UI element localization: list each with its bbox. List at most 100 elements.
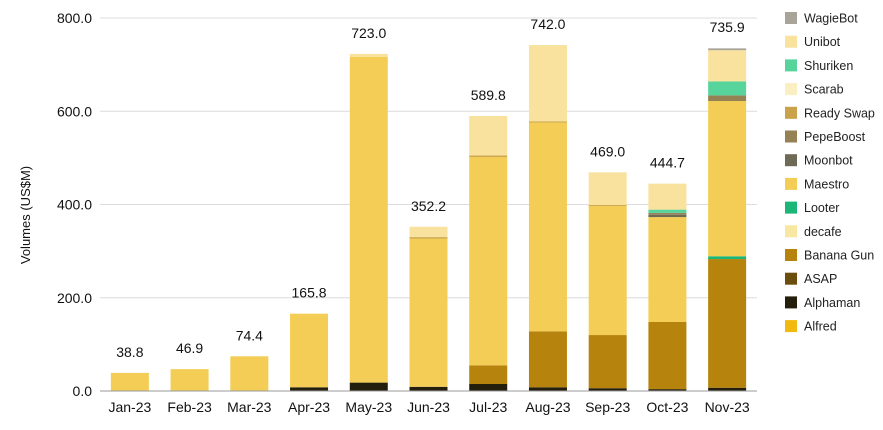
- bar-segment-alphaman: [290, 387, 329, 391]
- total-label: 589.8: [471, 87, 506, 103]
- bar-segment-banana-gun: [588, 335, 627, 389]
- legend-swatch: [785, 106, 797, 119]
- legend-item: Looter: [785, 201, 839, 215]
- legend-label: Shuriken: [804, 59, 853, 73]
- total-label: 469.0: [590, 143, 625, 159]
- bar-segment-ready-swap: [469, 155, 508, 157]
- legend-label: PepeBoost: [804, 130, 866, 144]
- legend-item: Maestro: [785, 177, 849, 191]
- y-tick-label: 800.0: [57, 10, 92, 26]
- bar-segment-wagiebot: [708, 48, 747, 51]
- x-tick-label: Jul-23: [469, 399, 507, 415]
- y-tick-label: 200.0: [57, 290, 92, 306]
- bar-segment-ready-swap: [588, 204, 627, 206]
- bar-segment-maestro: [469, 156, 508, 366]
- legend-item: Banana Gun: [785, 249, 874, 263]
- total-label: 46.9: [176, 340, 203, 356]
- legend-label: Banana Gun: [804, 249, 874, 263]
- x-tick-label: Aug-23: [525, 399, 570, 415]
- total-label: 165.8: [292, 285, 327, 301]
- bar-segment-unibot: [588, 172, 627, 205]
- y-axis-label: Volumes (US$M): [18, 166, 33, 264]
- legend-label: WagieBot: [804, 12, 858, 26]
- legend-label: Alfred: [804, 320, 837, 334]
- legend-swatch: [785, 59, 797, 72]
- x-tick-label: Jun-23: [407, 399, 450, 415]
- total-label: 352.2: [411, 198, 446, 214]
- legend-item: WagieBot: [785, 12, 858, 26]
- legend-label: Ready Swap: [804, 106, 875, 120]
- total-label: 74.4: [236, 327, 263, 343]
- bar-segment-maestro: [409, 238, 448, 387]
- legend: WagieBot Unibot Shuriken Scarab Ready Swap Pe…: [785, 12, 875, 334]
- bar-segment-alphaman: [528, 387, 567, 391]
- legend-item: Shuriken: [785, 59, 853, 73]
- bar-segment-maestro: [170, 369, 209, 391]
- legend-label: ASAP: [804, 272, 837, 286]
- legend-item: ASAP: [785, 272, 837, 286]
- y-axis-ticks: 0.0 200.0 400.0 600.0 800.0: [57, 10, 92, 399]
- legend-swatch: [785, 320, 797, 333]
- x-tick-label: Oct-23: [646, 399, 688, 415]
- bar-segment-unibot: [469, 116, 508, 156]
- total-label: 38.8: [116, 344, 143, 360]
- bar-segment-ready-swap: [409, 237, 448, 239]
- legend-swatch: [785, 83, 797, 96]
- legend-swatch: [785, 201, 797, 214]
- legend-swatch: [785, 225, 797, 238]
- legend-item: Alphaman: [785, 296, 860, 310]
- bar-segment-maestro: [349, 56, 388, 383]
- legend-label: Moonbot: [804, 154, 853, 168]
- total-labels: 38.8 46.9 74.4 165.8 723.0 352.2 589.8 742.0 469…: [116, 16, 745, 360]
- bar-segment-alphaman: [409, 386, 448, 391]
- bar-segment-alphaman: [469, 384, 508, 391]
- legend-swatch: [785, 12, 797, 24]
- legend-item: Unibot: [785, 35, 841, 49]
- bar-segment-alphaman: [588, 388, 627, 391]
- x-tick-label: May-23: [345, 399, 392, 415]
- legend-label: decafe: [804, 225, 842, 239]
- x-tick-label: Feb-23: [167, 399, 212, 415]
- legend-swatch: [785, 154, 797, 167]
- y-tick-label: 0.0: [73, 383, 93, 399]
- bar-segment-maestro: [290, 313, 329, 388]
- bar-segment-maestro: [110, 372, 149, 391]
- legend-label: Unibot: [804, 35, 841, 49]
- bar-segment-unibot: [648, 183, 687, 210]
- bar-segment-alphaman: [648, 389, 687, 391]
- legend-swatch: [785, 130, 797, 143]
- total-label: 444.7: [650, 155, 685, 171]
- bar-segment-unibot: [349, 53, 388, 57]
- legend-swatch: [785, 296, 797, 309]
- bar-segment-shuriken: [708, 81, 747, 96]
- legend-label: Looter: [804, 201, 839, 215]
- x-tick-label: Mar-23: [227, 399, 272, 415]
- total-label: 723.0: [351, 25, 386, 41]
- bar-segment-shuriken: [648, 209, 687, 213]
- total-label: 742.0: [530, 16, 565, 32]
- legend-item: Moonbot: [785, 154, 853, 168]
- legend-label: Scarab: [804, 83, 844, 97]
- bar-segment-pepeboost: [708, 95, 747, 101]
- bar-segment-alphaman: [349, 382, 388, 391]
- x-tick-label: Sep-23: [585, 399, 630, 415]
- bar-segment-moonbot: [648, 214, 687, 218]
- legend-swatch: [785, 272, 797, 285]
- bar-segment-unibot: [708, 50, 747, 82]
- legend-label: Maestro: [804, 177, 849, 191]
- bar-segment-maestro: [528, 122, 567, 332]
- total-label: 735.9: [710, 19, 745, 35]
- bar-segment-pepeboost: [648, 212, 687, 215]
- x-tick-label: Jan-23: [108, 399, 151, 415]
- x-axis-ticks: Jan-23 Feb-23 Mar-23 Apr-23 May-23 Jun-23 Jul-…: [108, 399, 749, 415]
- bar-segment-alphaman: [708, 387, 747, 391]
- legend-item: decafe: [785, 225, 842, 239]
- bar-segment-looter: [708, 256, 747, 260]
- bar-segment-banana-gun: [708, 259, 747, 388]
- bars: [110, 45, 747, 391]
- y-tick-label: 400.0: [57, 197, 92, 213]
- bar-segment-maestro: [708, 100, 747, 257]
- legend-swatch: [785, 35, 797, 48]
- bar-segment-banana-gun: [648, 321, 687, 390]
